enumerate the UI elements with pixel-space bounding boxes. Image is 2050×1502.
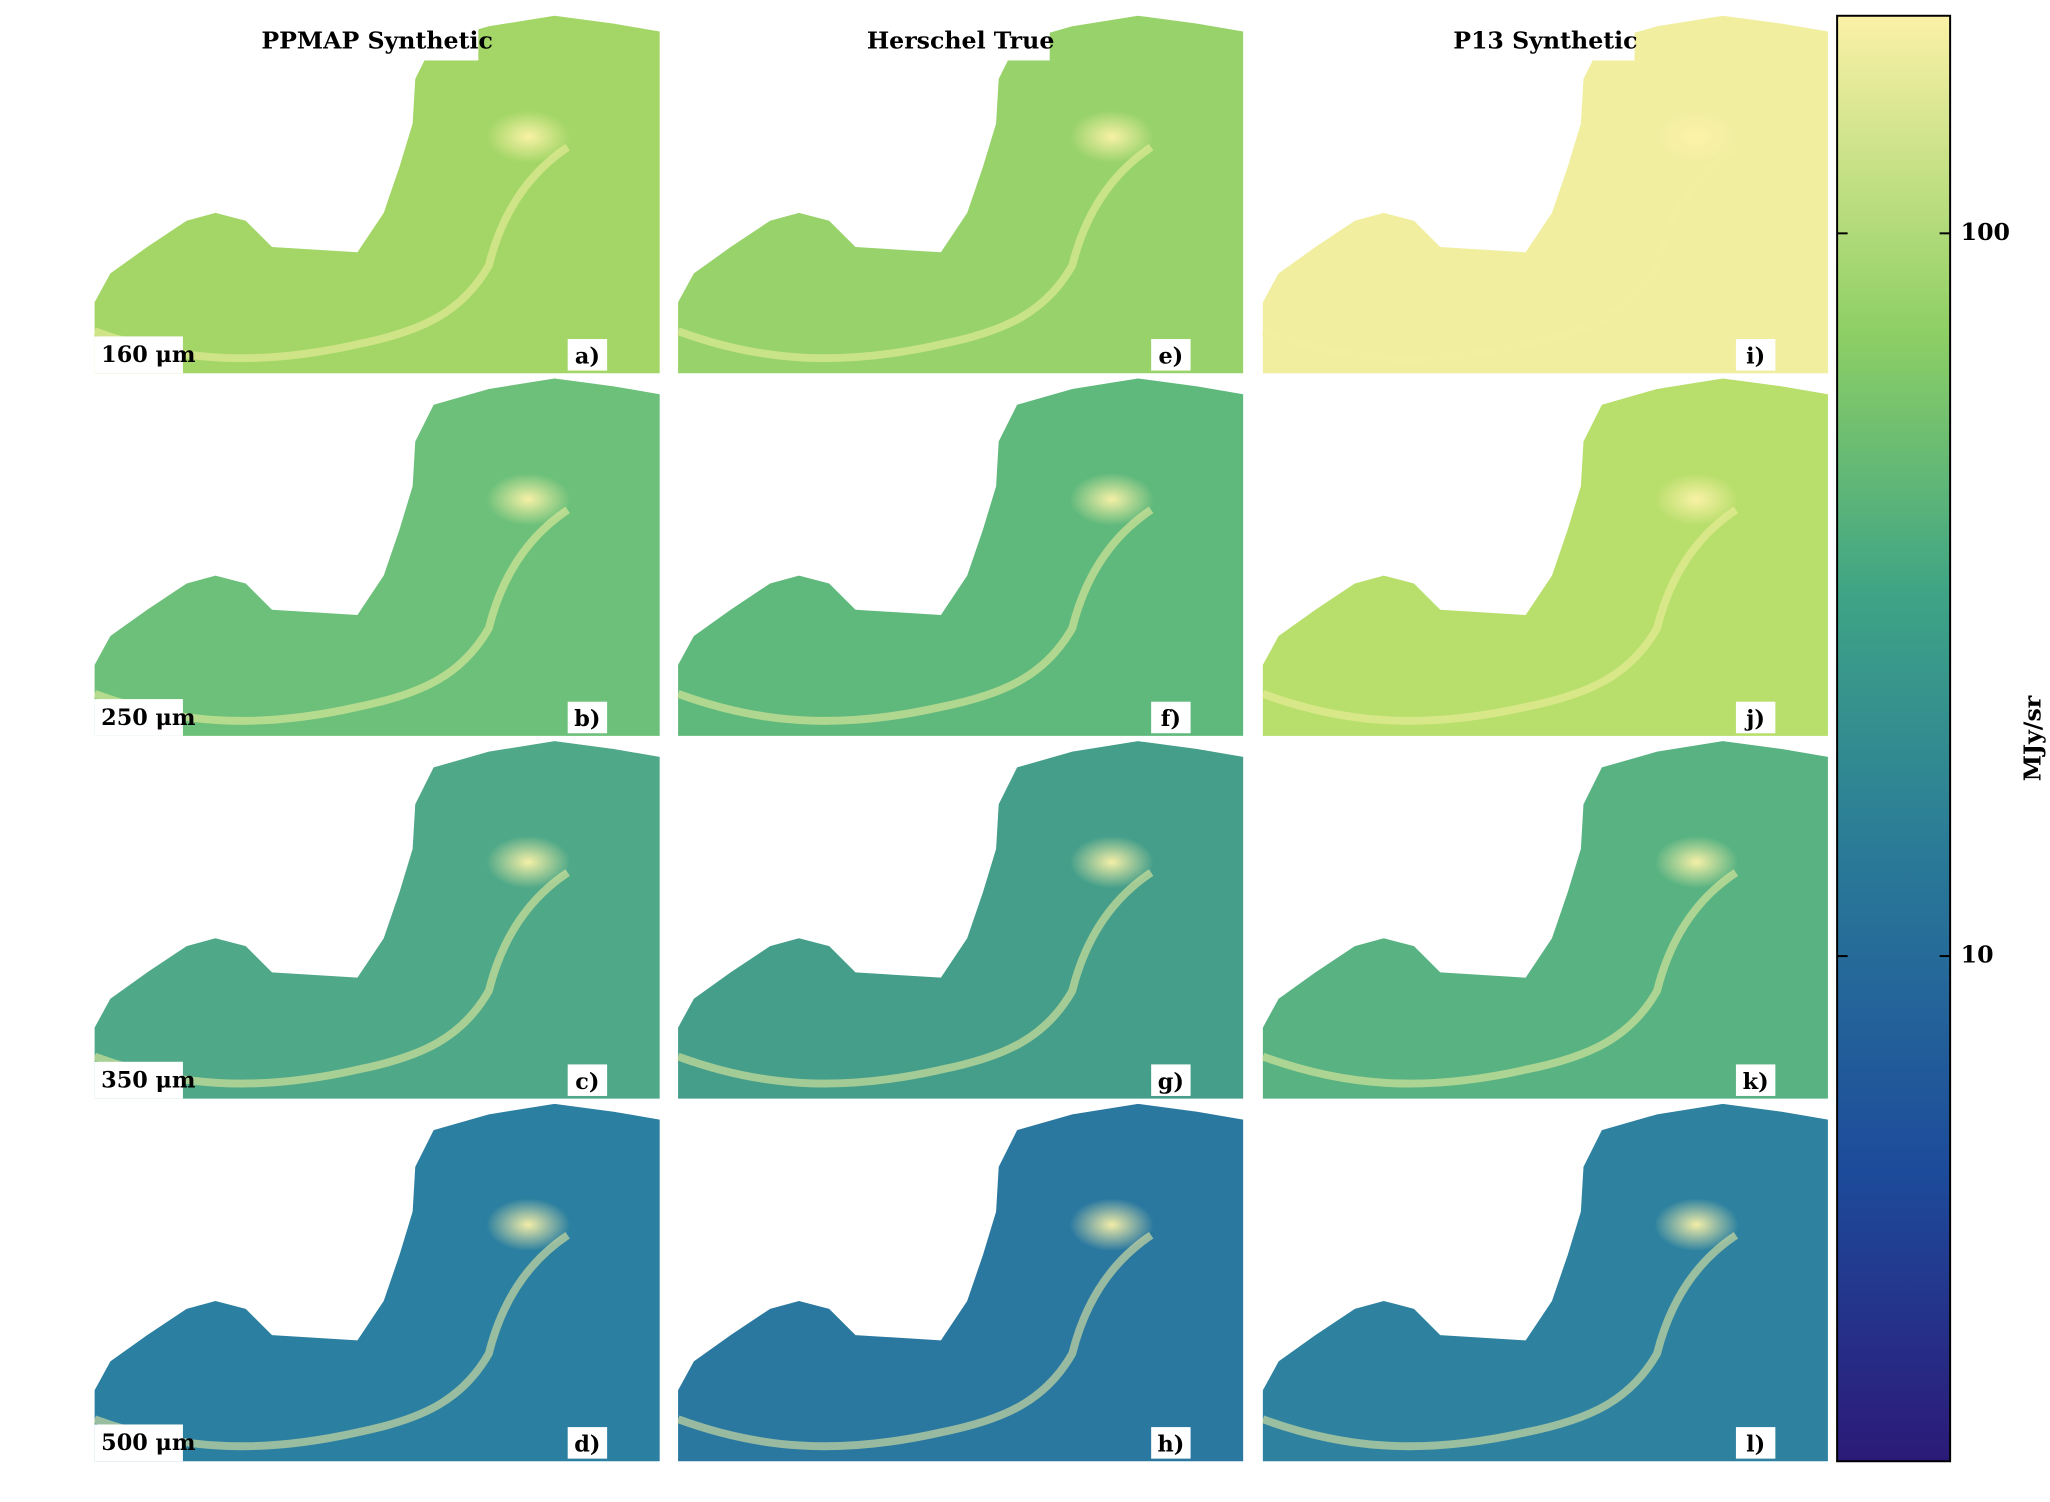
map-region (94, 1103, 660, 1462)
map-panel: b) 250 μm (93, 378, 660, 736)
panel-label-bg (1735, 701, 1776, 734)
panel-label-bg (1151, 701, 1191, 734)
map-region (678, 1103, 1244, 1462)
row-label: 160 μm (101, 342, 196, 368)
filament (1261, 1231, 1739, 1451)
map-region (678, 15, 1244, 374)
panel-label-bg (567, 339, 608, 371)
map-region (94, 15, 660, 374)
map-region (1262, 378, 1828, 736)
panel-label: k) (1743, 1069, 1769, 1095)
panel-label-bg (567, 701, 608, 734)
filament (676, 506, 1154, 725)
row-label-bg (94, 1061, 183, 1099)
row-label-bg (94, 336, 183, 374)
column-title: P13 Synthetic (1453, 27, 1637, 55)
column-title: PPMAP Synthetic (261, 27, 493, 55)
column-title-bg (1456, 21, 1635, 61)
bright-core (1069, 110, 1154, 163)
map-panel: a) 160 μm (93, 15, 660, 374)
panel-label-bg (1735, 1064, 1776, 1096)
map-panel: i) (1261, 15, 1828, 374)
colorbar-tick-label: 100 (1961, 218, 2010, 246)
bright-core (1654, 1198, 1739, 1252)
filament (676, 1231, 1154, 1451)
filament (1261, 869, 1739, 1088)
column-title-bg (275, 21, 479, 61)
filament (676, 143, 1154, 363)
map-region (678, 378, 1244, 736)
map-panel: l) (1261, 1103, 1828, 1462)
row-label: 500 μm (101, 1430, 196, 1456)
map-panel: j) (1261, 378, 1828, 736)
bright-core (486, 1198, 571, 1252)
colorbar (1836, 14, 1952, 1463)
panel-label: d) (574, 1431, 600, 1457)
panel-label: b) (574, 706, 600, 732)
panel-label: a) (575, 343, 600, 369)
bright-core (486, 110, 571, 163)
column-title: Herschel True (867, 27, 1055, 55)
panel-label: l) (1746, 1431, 1765, 1457)
filament (93, 143, 570, 363)
map-panel: c) 350 μm (93, 741, 660, 1099)
map-region (1262, 1103, 1828, 1462)
map-region (678, 741, 1244, 1099)
row-label: 250 μm (101, 705, 196, 731)
row-label-bg (94, 699, 183, 736)
panel-label-bg (1151, 1427, 1191, 1459)
map-panel: g) (676, 741, 1244, 1099)
map-region (94, 378, 660, 736)
row-label-bg (94, 1424, 183, 1462)
panel-label-bg (567, 1064, 608, 1096)
filament (93, 1231, 570, 1451)
panel-label: j) (1744, 706, 1765, 732)
panel-label-bg (1735, 339, 1776, 371)
map-panel: d) 500 μm (93, 1103, 660, 1462)
map-panel: e) (676, 15, 1244, 374)
map-panel: f) (676, 378, 1244, 736)
colorbar-label: MJy/sr (2019, 695, 2047, 781)
bright-core (486, 473, 571, 526)
colorbar-tick-label: 10 (1961, 941, 1994, 969)
map-region (1262, 15, 1828, 374)
panel-label: c) (575, 1069, 599, 1095)
map-panel: h) (676, 1103, 1244, 1462)
panel-label: e) (1158, 343, 1183, 369)
bright-core (1654, 473, 1739, 526)
panel-label-bg (1151, 1064, 1191, 1096)
column-title-bg (871, 21, 1050, 61)
bright-core (486, 835, 571, 889)
filament (1261, 143, 1739, 363)
panel-label-bg (567, 1427, 608, 1459)
filament (1261, 506, 1739, 725)
panel-label: f) (1161, 706, 1181, 732)
filament (676, 869, 1154, 1088)
panel-label: i) (1746, 343, 1765, 369)
panel-label: h) (1157, 1431, 1184, 1457)
row-label: 350 μm (101, 1067, 196, 1093)
bright-core (1654, 835, 1739, 889)
panel-label: g) (1158, 1069, 1184, 1095)
bright-core (1069, 1198, 1154, 1252)
filament (93, 506, 570, 725)
bright-core (1654, 110, 1739, 163)
map-region (1262, 741, 1828, 1099)
panel-label-bg (1151, 339, 1191, 371)
map-region (94, 741, 660, 1099)
panel-label-bg (1735, 1427, 1776, 1459)
bright-core (1069, 835, 1154, 889)
map-panel: k) (1261, 741, 1828, 1099)
bright-core (1069, 473, 1154, 526)
filament (93, 869, 570, 1088)
